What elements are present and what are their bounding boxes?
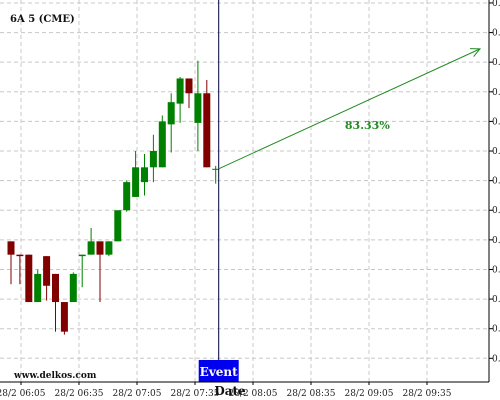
candle-body-up [167,102,175,125]
x-tick-label: 28/2 06:05 [0,389,46,399]
y-tick-label: 0.6526 [492,236,500,246]
projection-arrowhead [469,48,482,57]
candle-body-up [194,93,202,123]
chart-title: 6A 5 (CME) [10,14,75,25]
x-tick-label: 28/2 09:35 [402,389,451,399]
candle-body-down [7,241,15,255]
y-tick-label: 0.6520 [492,325,500,335]
x-tick-label: 28/2 07:05 [112,389,161,399]
event-marker [198,360,239,382]
y-tick-label: 0.6532 [492,147,500,157]
candle-body-up [176,78,184,104]
y-tick-label: 0.6522 [492,295,500,305]
event-label: Event [200,365,238,379]
watermark: www.delkos.com [13,371,97,381]
candle-body-down [96,241,104,255]
candle-body-down [43,256,51,286]
y-tick-label: 0.6542 [492,0,500,9]
candle-body-up [141,167,148,183]
y-tick-label: 0.6530 [492,177,500,187]
candle-body-up [34,273,42,303]
candle-body-up [149,151,157,168]
candle-body-up [123,182,131,211]
candle-body-up [105,241,113,255]
y-tick-label: 0.6540 [492,29,500,39]
y-tick-label: 0.6536 [492,88,500,98]
candle-body-down [52,273,59,303]
candle-body-down [60,302,68,332]
y-tick-label: 0.6524 [492,265,500,275]
candle-body-down [25,254,33,303]
y-tick-label: 0.6528 [492,206,500,216]
projection-arrow [218,48,481,170]
x-tick-label: 28/2 06:35 [54,389,103,399]
grid-lines [0,0,489,382]
candle-body-down [16,254,24,257]
overlays: Event 83.33% [198,0,482,382]
candle-body-up [69,273,77,303]
candle-body-up [212,168,220,170]
candle-body-up [132,167,140,197]
x-tick-label: 28/2 08:05 [228,389,277,399]
y-tick-label: 0.6534 [492,117,500,127]
plot-area [0,0,489,382]
x-tick-label: 28/2 08:35 [286,389,335,399]
x-axis-label: Date [214,384,246,398]
candle-body-up [78,254,86,257]
candles [7,60,220,335]
x-tick-label: 28/2 09:05 [344,389,393,399]
candle-body-down [203,93,211,168]
candle-body-up [158,121,166,168]
candle-body-down [185,78,193,94]
projection-label: 83.33% [345,119,390,132]
y-tick-label: 0.6518 [492,354,500,364]
x-tick-label: 28/2 07:35 [170,389,219,399]
candle-body-up [87,241,95,255]
candle-body-up [114,210,122,242]
y-tick-label: 0.6538 [492,58,500,68]
